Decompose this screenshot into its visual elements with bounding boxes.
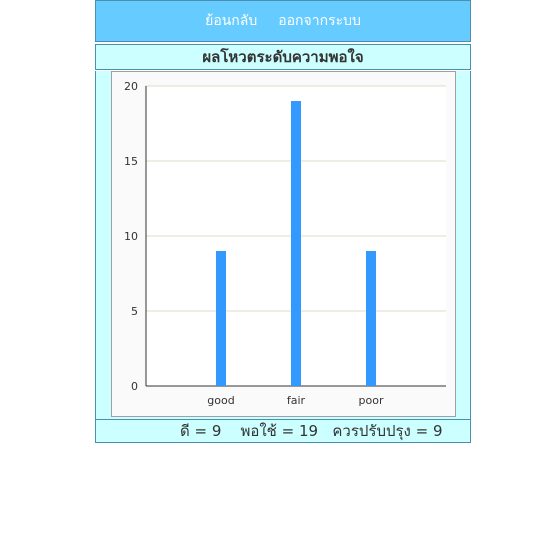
y-tick-label: 20 — [124, 80, 138, 93]
y-tick-label: 15 — [124, 155, 138, 168]
bar-chart: 0 5 10 15 20 good fair poor — [124, 80, 446, 407]
x-tick-label: good — [207, 394, 234, 407]
x-tick-label: poor — [359, 394, 384, 407]
y-tick-label: 10 — [124, 230, 138, 243]
vote-summary: ดี = 9 พอใช้ = 19 ควรปรับปรุง = 9 — [95, 419, 471, 443]
y-tick-label: 5 — [131, 305, 138, 318]
back-link[interactable]: ย้อนกลับ — [205, 13, 258, 29]
bar-fair — [291, 101, 301, 386]
page-title: ผลโหวตระดับความพอใจ — [95, 44, 471, 70]
bar-poor — [366, 251, 376, 386]
logout-link[interactable]: ออกจากระบบ — [278, 13, 361, 29]
x-tick-label: fair — [287, 394, 306, 407]
top-nav: ย้อนกลับ ออกจากระบบ — [95, 0, 471, 42]
chart-container: 0 5 10 15 20 good fair poor — [111, 71, 456, 417]
chart-panel: 0 5 10 15 20 good fair poor — [95, 71, 471, 419]
bar-good — [216, 251, 226, 386]
y-tick-label: 0 — [131, 380, 138, 393]
